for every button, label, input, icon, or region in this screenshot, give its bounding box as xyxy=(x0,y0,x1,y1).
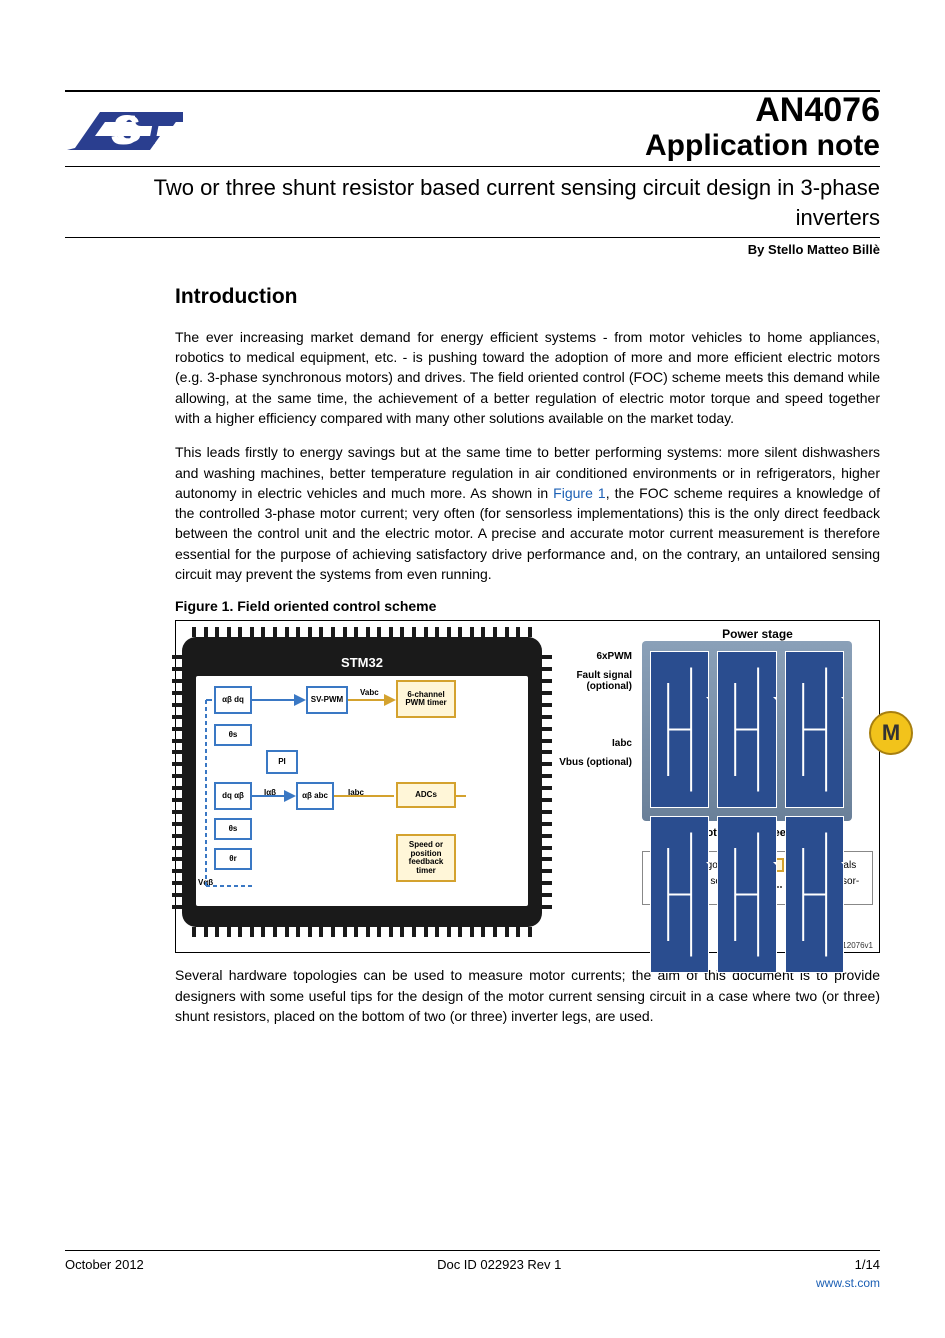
st-logo: S T S T xyxy=(65,98,185,162)
page-footer: October 2012 Doc ID 022923 Rev 1 1/14 ww… xyxy=(65,1250,880,1290)
motor-icon: M xyxy=(869,711,913,755)
header-rule-bot xyxy=(65,237,880,238)
chip-arrows xyxy=(196,676,528,906)
header-row: S T S T AN4076 Application note xyxy=(65,92,880,162)
footer-date: October 2012 xyxy=(65,1257,144,1272)
chip-pins-top xyxy=(182,627,542,637)
signal-vbus: Vbus (optional) xyxy=(552,757,632,768)
header-rule-mid xyxy=(65,166,880,167)
igbt-cell xyxy=(785,816,844,973)
para-1: The ever increasing market demand for en… xyxy=(175,327,880,428)
figure-1-box: STM32 αβ dq SV-PWM θs PI dq αβ αβ abc θs… xyxy=(175,620,880,953)
igbt-cell xyxy=(650,651,709,808)
doc-number: AN4076 xyxy=(645,92,880,129)
svg-text:T: T xyxy=(141,106,170,153)
chip-pins-right xyxy=(542,655,552,909)
power-stage xyxy=(642,641,852,821)
footer-rule xyxy=(65,1250,880,1251)
figure-1-caption: Figure 1. Field oriented control scheme xyxy=(175,598,880,614)
chip-diagram-area: αβ dq SV-PWM θs PI dq αβ αβ abc θs θr 6-… xyxy=(196,676,528,906)
author-line: By Stello Matteo Billè xyxy=(65,242,880,257)
doc-type: Application note xyxy=(645,129,880,162)
svg-text:S: S xyxy=(111,106,139,153)
chip-label: STM32 xyxy=(196,655,528,670)
title-block: AN4076 Application note xyxy=(645,92,880,162)
footer-website[interactable]: www.st.com xyxy=(65,1276,880,1290)
para-3: Several hardware topologies can be used … xyxy=(175,965,880,1026)
chip-pins-left xyxy=(172,655,182,909)
igbt-cell xyxy=(650,816,709,973)
signal-6xpwm: 6xPWM xyxy=(552,651,632,662)
right-zone: Power stage M Motor sensor feedback FOC … xyxy=(642,627,873,937)
signal-fault: Fault signal (optional) xyxy=(552,670,632,692)
figure-1-link[interactable]: Figure 1 xyxy=(553,485,606,501)
para-2: This leads firstly to energy savings but… xyxy=(175,442,880,584)
signal-iabc: Iabc xyxy=(552,738,632,749)
chip-zone: STM32 αβ dq SV-PWM θs PI dq αβ αβ abc θs… xyxy=(182,627,542,937)
chip-body: STM32 αβ dq SV-PWM θs PI dq αβ αβ abc θs… xyxy=(182,637,542,927)
signal-labels-column: 6xPWM Fault signal (optional) Iabc Vbus … xyxy=(552,627,632,937)
igbt-cell xyxy=(717,651,776,808)
igbt-cell xyxy=(785,651,844,808)
doc-subtitle: Two or three shunt resistor based curren… xyxy=(65,173,880,232)
chip-pins-bottom xyxy=(182,927,542,937)
content-column: Introduction The ever increasing market … xyxy=(175,285,880,1026)
power-stage-title: Power stage xyxy=(642,627,873,641)
footer-page: 1/14 xyxy=(855,1257,880,1272)
igbt-cell xyxy=(717,816,776,973)
heading-introduction: Introduction xyxy=(175,285,880,309)
footer-doc-id: Doc ID 022923 Rev 1 xyxy=(437,1257,561,1272)
